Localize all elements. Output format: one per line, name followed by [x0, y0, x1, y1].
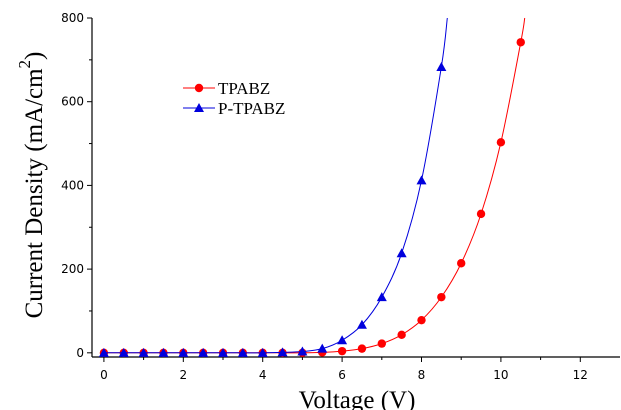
series-line-p-tpabz — [104, 18, 447, 353]
x-tick-label: 12 — [573, 368, 588, 382]
series-layer — [99, 18, 525, 357]
data-point-tpabz — [437, 293, 445, 301]
data-point-tpabz — [378, 339, 386, 347]
y-tick-label: 800 — [61, 11, 84, 25]
series-line-tpabz — [104, 18, 525, 353]
data-point-tpabz — [397, 331, 405, 339]
y-tick-label: 200 — [61, 262, 84, 276]
y-axis-title-main: Current Density (mA/cm — [21, 68, 48, 319]
data-point-p-tpabz — [317, 344, 327, 353]
x-tick-label: 10 — [493, 368, 508, 382]
series-p-tpabz — [99, 18, 447, 357]
data-point-p-tpabz — [417, 175, 427, 184]
y-tick-label: 600 — [61, 95, 84, 109]
series-tpabz — [100, 18, 525, 357]
data-point-tpabz — [457, 259, 465, 267]
y-tick-label: 400 — [61, 178, 84, 192]
y-axis-title-close: ) — [21, 52, 48, 60]
x-tick-label: 6 — [338, 368, 346, 382]
legend-label-tpabz: TPABZ — [218, 79, 270, 98]
y-axis-title-sup: 2 — [15, 60, 34, 69]
data-point-p-tpabz — [436, 62, 446, 71]
data-point-tpabz — [497, 138, 505, 146]
data-point-p-tpabz — [397, 248, 407, 257]
data-point-tpabz — [417, 316, 425, 324]
y-axis-title: Current Density (mA/cm2) — [15, 52, 48, 319]
x-tick-label: 8 — [418, 368, 426, 382]
x-tick-label: 0 — [100, 368, 108, 382]
data-point-p-tpabz — [337, 335, 347, 344]
y-tick-label: 0 — [76, 346, 84, 360]
data-point-tpabz — [338, 347, 346, 355]
data-point-p-tpabz — [377, 292, 387, 301]
legend-label-p-tpabz: P-TPABZ — [218, 99, 285, 118]
x-axis-title: Voltage (V) — [299, 387, 416, 410]
axes: 0 2 4 6 8 10 12 0 200 400 600 800 — [61, 11, 620, 382]
data-point-tpabz — [358, 344, 366, 352]
x-tick-label: 2 — [179, 368, 187, 382]
legend-marker-tpabz — [195, 84, 203, 92]
x-tick-label: 4 — [259, 368, 267, 382]
data-point-tpabz — [477, 210, 485, 218]
data-point-tpabz — [517, 38, 525, 46]
